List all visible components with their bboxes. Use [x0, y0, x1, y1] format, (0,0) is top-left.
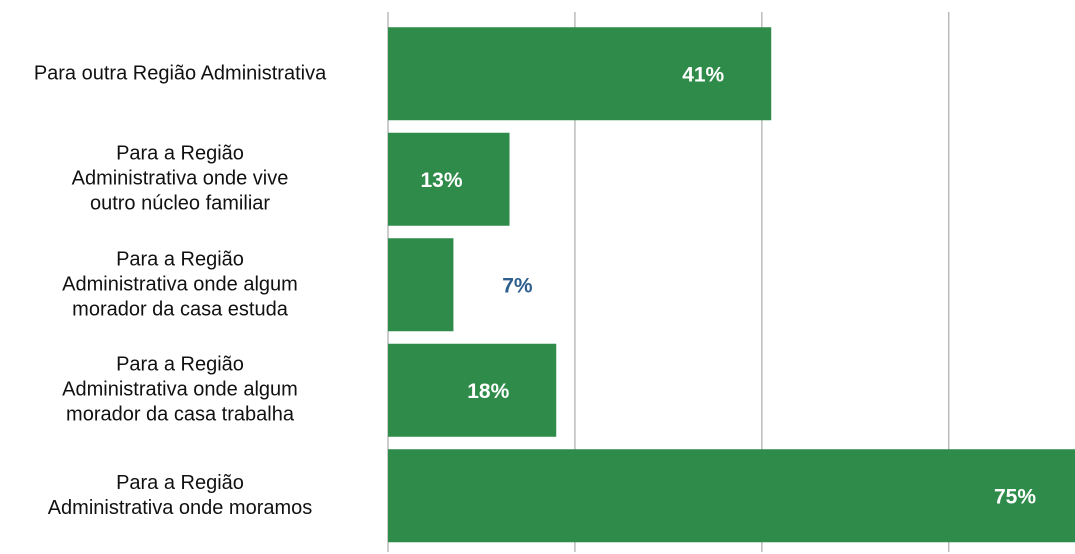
- value-label: 75%: [994, 485, 1036, 508]
- bar: [388, 132, 510, 226]
- bar: [388, 238, 454, 332]
- category-label: Para a Região Administrativa onde moramo…: [47, 471, 313, 519]
- category-label: Para a Região Administrativa onde algum …: [62, 248, 298, 321]
- bar: [388, 449, 1075, 543]
- category-label: Para outra Região Administrativa: [33, 62, 327, 85]
- bar: [388, 27, 772, 121]
- value-label: 41%: [682, 63, 724, 86]
- value-label: 13%: [420, 169, 462, 192]
- value-label: 18%: [467, 380, 509, 403]
- category-label: Para a Região Administrativa onde algum …: [62, 353, 298, 426]
- category-label: Para a Região Administrativa onde vive o…: [71, 142, 289, 215]
- value-label: 7%: [502, 274, 533, 297]
- bar: [388, 343, 557, 437]
